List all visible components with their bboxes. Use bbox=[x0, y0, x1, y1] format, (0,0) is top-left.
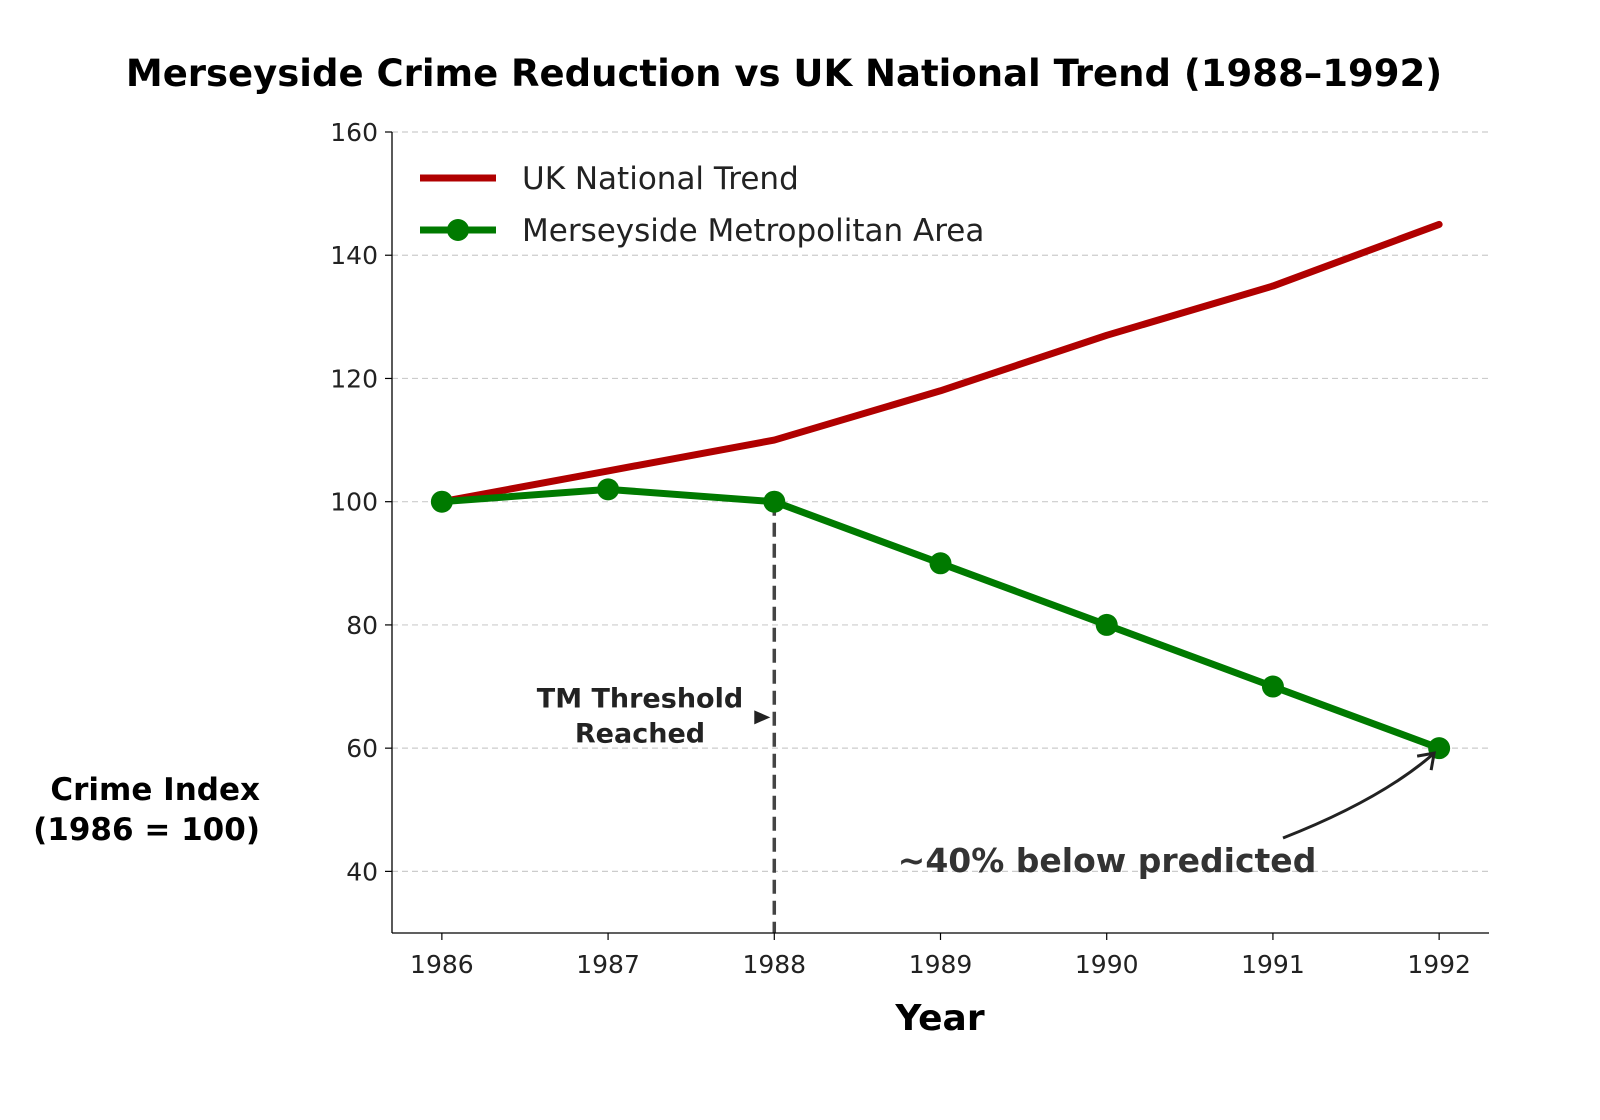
x-tick-label: 1990 bbox=[1075, 950, 1139, 979]
legend-label: UK National Trend bbox=[522, 161, 799, 197]
y-tick-label: 80 bbox=[346, 611, 378, 640]
annotation-threshold-line1: TM Threshold bbox=[537, 683, 743, 714]
x-tick-label: 1988 bbox=[742, 950, 806, 979]
annotation-threshold-line2: Reached bbox=[575, 718, 705, 749]
y-axis-label-line1: Crime Index bbox=[50, 772, 260, 808]
y-tick-label: 140 bbox=[330, 241, 378, 270]
data-point-merseyside bbox=[1095, 613, 1118, 636]
legend-marker bbox=[447, 219, 469, 241]
annotation-below-predicted: ~40% below predicted bbox=[898, 841, 1317, 880]
y-tick-label: 100 bbox=[330, 488, 378, 517]
x-tick-label: 1989 bbox=[909, 950, 973, 979]
data-point-merseyside bbox=[763, 490, 786, 513]
x-tick-label: 1987 bbox=[576, 950, 640, 979]
data-point-merseyside bbox=[1261, 675, 1284, 698]
y-tick-label: 40 bbox=[346, 857, 378, 886]
x-axis-label: Year bbox=[894, 998, 984, 1039]
y-tick-label: 60 bbox=[346, 734, 378, 763]
data-point-merseyside bbox=[597, 478, 620, 501]
data-point-merseyside bbox=[430, 490, 453, 513]
x-tick-label: 1992 bbox=[1407, 950, 1471, 979]
annotations: TM Threshold Reached ~40% below predicted bbox=[537, 683, 1436, 880]
chart-title: Merseyside Crime Reduction vs UK Nationa… bbox=[126, 52, 1442, 95]
y-tick-label: 120 bbox=[330, 364, 378, 393]
series-line-uk-national bbox=[438, 220, 1443, 506]
y-axis-label-line2: (1986 = 100) bbox=[33, 812, 260, 848]
x-tick-label: 1991 bbox=[1241, 950, 1305, 979]
legend: UK National Trend Merseyside Metropolitan… bbox=[420, 161, 984, 249]
annotation-arrowhead bbox=[1416, 751, 1436, 771]
annotation-arrowhead bbox=[754, 710, 771, 725]
data-point-merseyside bbox=[929, 552, 952, 575]
x-tick-label: 1986 bbox=[410, 950, 474, 979]
series-lines bbox=[430, 220, 1451, 760]
gridlines bbox=[392, 131, 1489, 872]
y-tick-label: 160 bbox=[330, 118, 378, 147]
annotation-curved-arrow bbox=[1282, 753, 1435, 840]
axes: 40 60 80 100 120 140 160 1986 1987 1988 1989 1990 19… bbox=[330, 118, 1489, 979]
legend-label: Merseyside Metropolitan Area bbox=[522, 213, 984, 249]
